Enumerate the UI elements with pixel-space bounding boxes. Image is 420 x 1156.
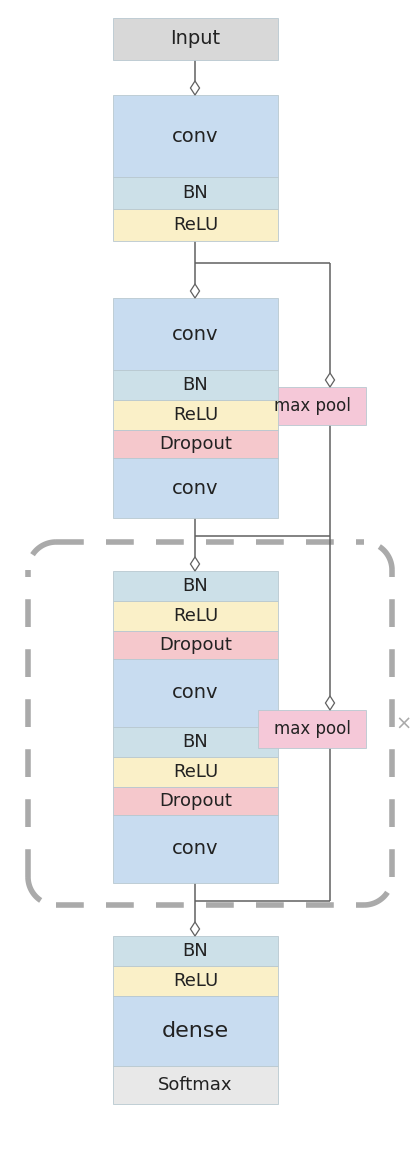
FancyBboxPatch shape	[113, 996, 278, 1066]
Text: Dropout: Dropout	[159, 435, 232, 453]
FancyBboxPatch shape	[113, 757, 278, 787]
Text: conv: conv	[172, 683, 219, 703]
FancyBboxPatch shape	[113, 458, 278, 518]
Polygon shape	[190, 922, 200, 936]
FancyBboxPatch shape	[258, 710, 366, 748]
FancyBboxPatch shape	[113, 298, 278, 370]
Text: max pool: max pool	[273, 720, 350, 738]
FancyBboxPatch shape	[113, 727, 278, 757]
Text: Input: Input	[171, 30, 220, 49]
Text: BN: BN	[183, 733, 208, 751]
Text: conv: conv	[172, 126, 219, 146]
FancyBboxPatch shape	[113, 177, 278, 209]
Polygon shape	[326, 373, 335, 387]
FancyBboxPatch shape	[113, 936, 278, 966]
Text: conv: conv	[172, 839, 219, 859]
Text: max pool: max pool	[273, 397, 350, 415]
FancyBboxPatch shape	[258, 387, 366, 425]
Text: conv: conv	[172, 479, 219, 497]
Text: Dropout: Dropout	[159, 792, 232, 810]
Text: BN: BN	[183, 942, 208, 959]
Text: BN: BN	[183, 376, 208, 394]
FancyBboxPatch shape	[113, 659, 278, 727]
FancyBboxPatch shape	[113, 966, 278, 996]
Text: BN: BN	[183, 577, 208, 595]
FancyBboxPatch shape	[113, 631, 278, 659]
FancyBboxPatch shape	[113, 571, 278, 601]
Text: Softmax: Softmax	[158, 1076, 233, 1094]
Text: ReLU: ReLU	[173, 406, 218, 424]
FancyBboxPatch shape	[113, 430, 278, 458]
FancyBboxPatch shape	[113, 400, 278, 430]
FancyBboxPatch shape	[113, 95, 278, 177]
Polygon shape	[190, 81, 200, 95]
Polygon shape	[326, 696, 335, 710]
FancyBboxPatch shape	[113, 787, 278, 815]
Text: × 15: × 15	[396, 714, 420, 733]
FancyBboxPatch shape	[113, 815, 278, 883]
FancyBboxPatch shape	[113, 601, 278, 631]
FancyBboxPatch shape	[113, 209, 278, 240]
FancyBboxPatch shape	[113, 1066, 278, 1104]
Text: ReLU: ReLU	[173, 216, 218, 234]
Text: dense: dense	[162, 1021, 229, 1042]
FancyBboxPatch shape	[113, 18, 278, 60]
Polygon shape	[190, 284, 200, 298]
Text: conv: conv	[172, 325, 219, 343]
Text: BN: BN	[183, 184, 208, 202]
Text: ReLU: ReLU	[173, 972, 218, 990]
Text: ReLU: ReLU	[173, 763, 218, 781]
FancyBboxPatch shape	[113, 370, 278, 400]
Text: ReLU: ReLU	[173, 607, 218, 625]
Polygon shape	[190, 557, 200, 571]
Text: Dropout: Dropout	[159, 636, 232, 654]
